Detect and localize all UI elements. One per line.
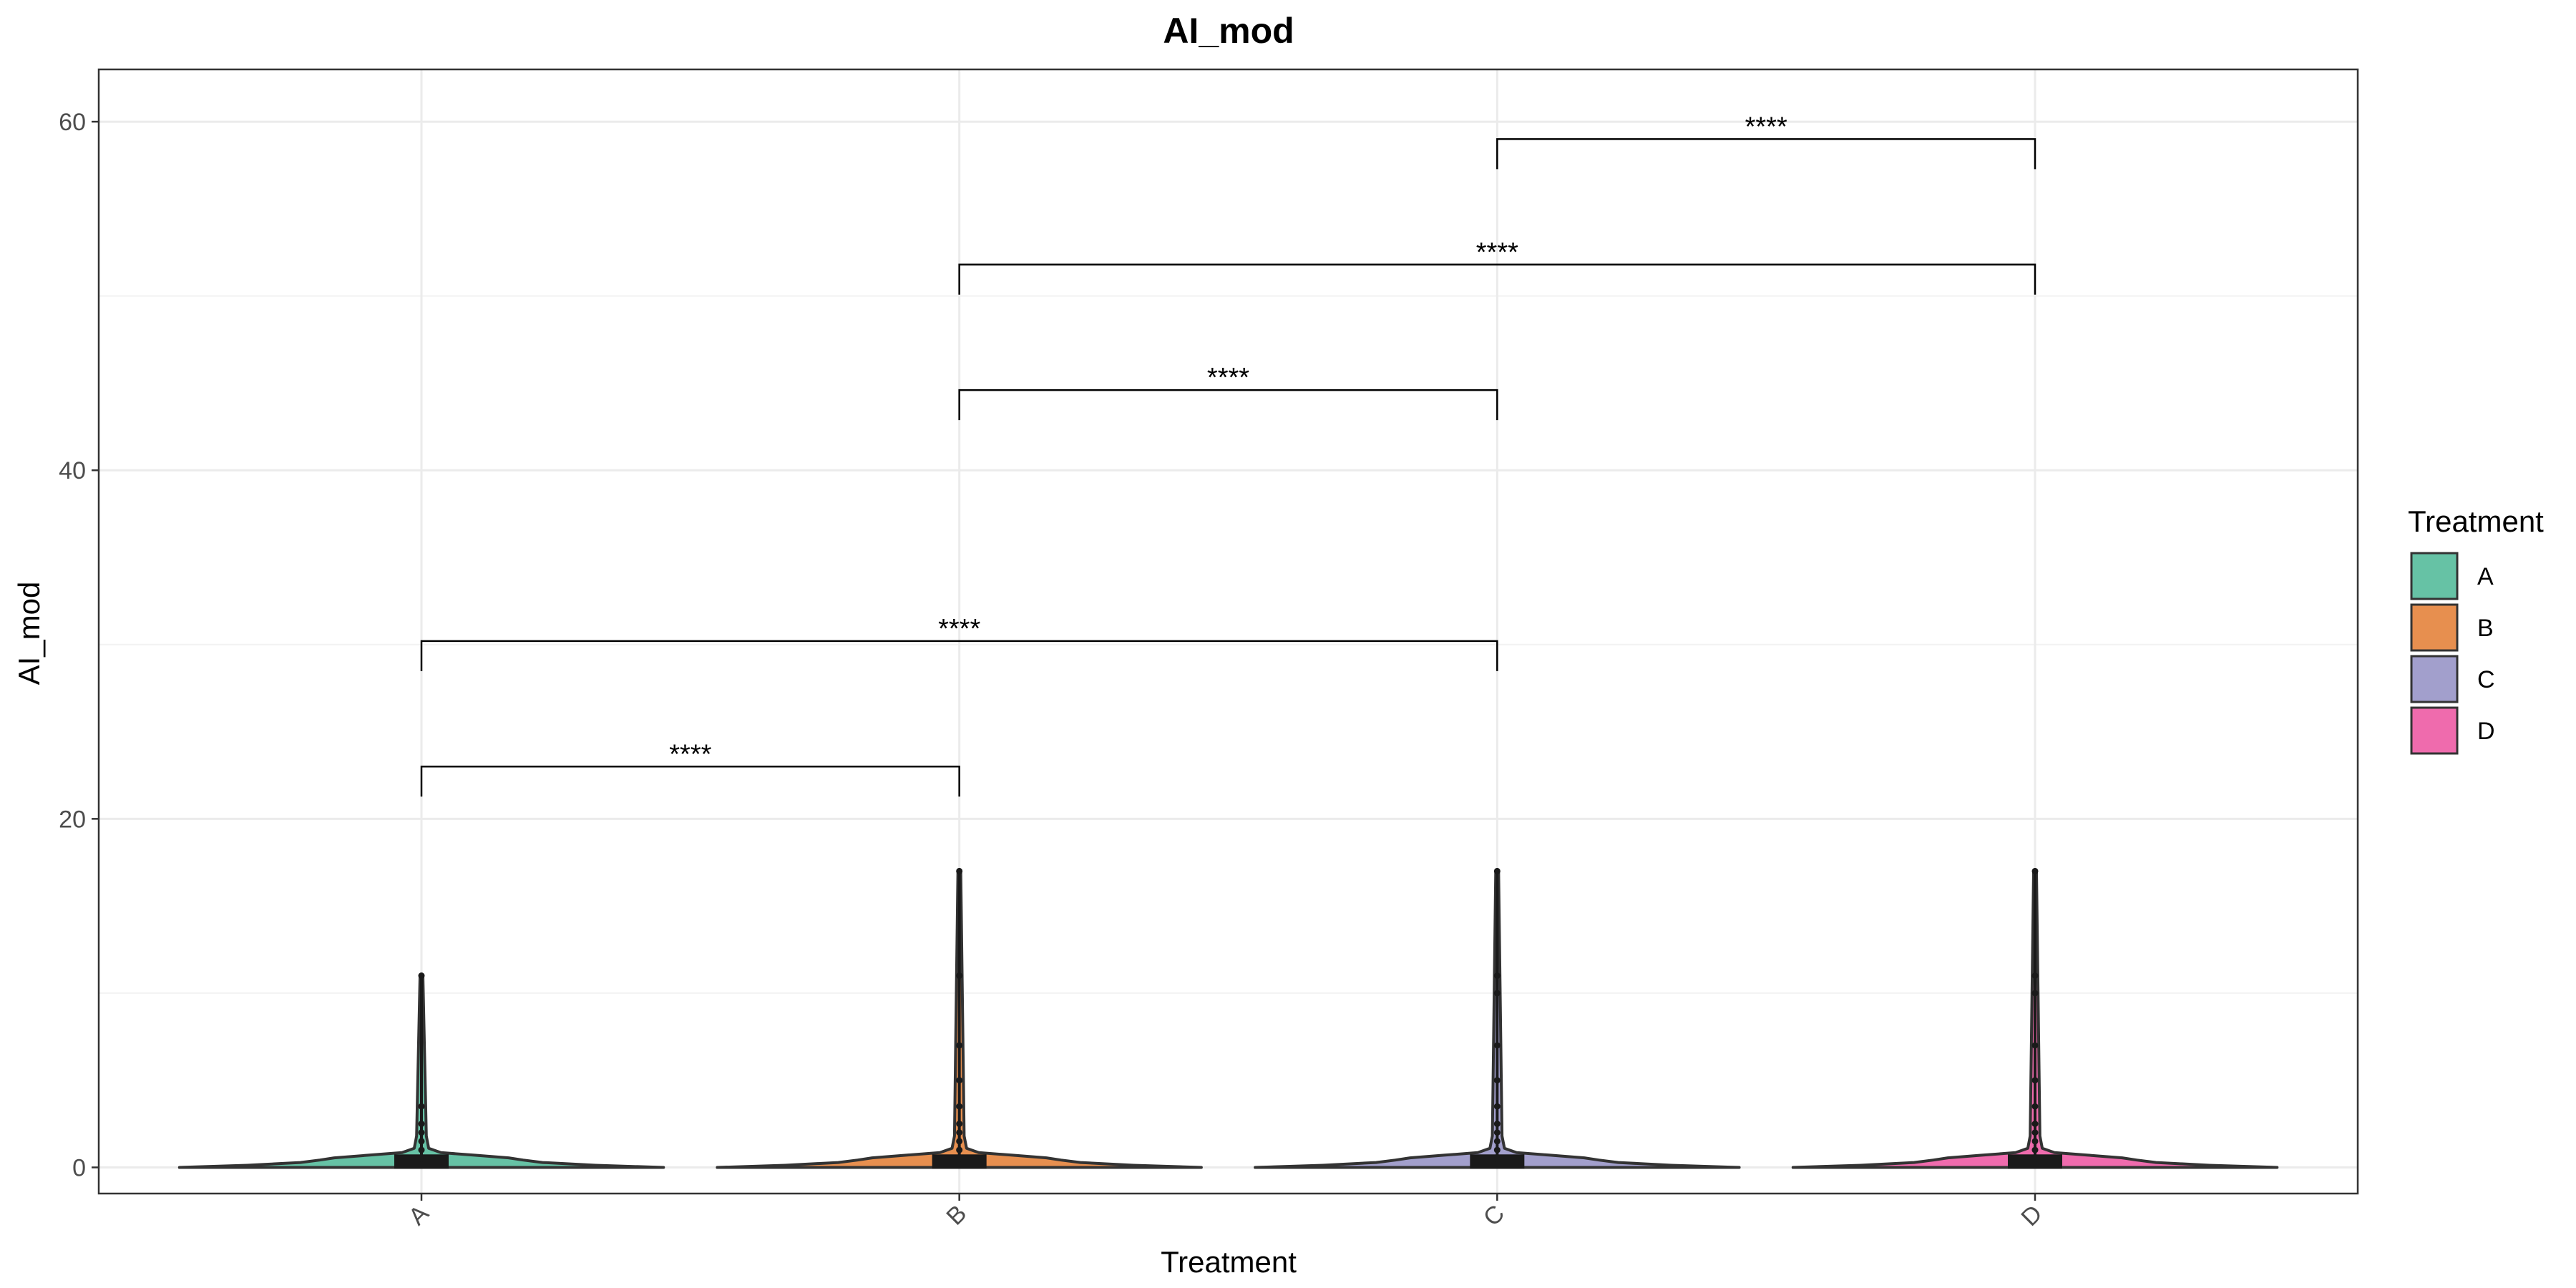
outlier-point-C: [1493, 1155, 1501, 1162]
outlier-point-B: [956, 1146, 963, 1153]
significance-label: ****: [1745, 112, 1787, 142]
legend-key-A: [2410, 552, 2459, 600]
y-tick-label: 0: [72, 1154, 86, 1181]
outlier-point-C: [1493, 990, 1501, 997]
panel-border: [97, 68, 2359, 1195]
legend-title: Treatment: [2408, 504, 2544, 538]
outlier-point-A: [418, 1121, 425, 1128]
outlier-point-D: [2031, 1155, 2039, 1162]
legend-key-B: [2410, 603, 2459, 652]
outlier-point-A: [418, 1129, 425, 1136]
legend-label-B: B: [2477, 615, 2494, 642]
significance-bracket: [420, 766, 960, 797]
significance-label: ****: [938, 614, 980, 644]
outlier-point-A: [418, 1155, 425, 1162]
outlier-point-C: [1493, 1146, 1501, 1153]
outlier-point-B: [956, 972, 963, 980]
outlier-point-C: [1493, 1103, 1501, 1110]
outlier-point-A: [418, 1103, 425, 1110]
outlier-point-D: [2031, 1103, 2039, 1110]
y-axis-title: AI_mod: [12, 582, 46, 686]
outlier-point-B: [956, 1042, 963, 1049]
significance-bracket: [958, 263, 2036, 295]
significance-label: ****: [1476, 238, 1518, 268]
outlier-point-C: [1493, 1129, 1501, 1136]
significance-bracket: [958, 389, 1498, 421]
outlier-point-D: [2031, 1121, 2039, 1128]
outlier-point-D: [2031, 1146, 2039, 1153]
legend-key-C: [2410, 655, 2459, 703]
outlier-point-C: [1493, 1042, 1501, 1049]
outlier-point-C: [1493, 1121, 1501, 1128]
x-tick-label: A: [404, 1200, 434, 1231]
outlier-point-D: [2031, 972, 2039, 980]
x-tick-label: B: [941, 1200, 972, 1231]
outlier-point-B: [956, 1103, 963, 1110]
y-tick-label: 60: [59, 109, 86, 136]
outlier-point-A: [418, 1146, 425, 1153]
y-tick-label: 20: [59, 806, 86, 833]
chart-title: AI_mod: [1163, 11, 1294, 51]
outlier-point-D: [2031, 1077, 2039, 1084]
x-tick-label: D: [2016, 1200, 2047, 1231]
outlier-point-C: [1493, 972, 1501, 980]
plot-panel: 0 20 40 60 **** **** **** **** **** A B C D: [59, 68, 2359, 1231]
outlier-point-B: [956, 1121, 963, 1128]
x-tick-label: C: [1478, 1200, 1510, 1231]
outlier-point-D: [2031, 867, 2039, 874]
outlier-point-C: [1493, 1077, 1501, 1084]
legend-label-D: D: [2477, 718, 2495, 745]
outlier-point-D: [2031, 1138, 2039, 1145]
y-tick-label: 40: [59, 457, 86, 484]
significance-bracket: [1496, 138, 2036, 170]
outlier-point-B: [956, 1155, 963, 1162]
outlier-point-B: [956, 1138, 963, 1145]
outlier-point-D: [2031, 990, 2039, 997]
panel-background: [99, 69, 2358, 1194]
outlier-point-A: [418, 1138, 425, 1145]
legend-key-D: [2410, 706, 2459, 755]
outlier-point-D: [2031, 1129, 2039, 1136]
outlier-point-A: [418, 972, 425, 980]
legend-label-A: A: [2477, 563, 2494, 590]
significance-label: ****: [1207, 363, 1249, 393]
legend-label-C: C: [2477, 666, 2495, 693]
outlier-point-B: [956, 1129, 963, 1136]
x-axis-title: Treatment: [1161, 1245, 1297, 1279]
outlier-point-B: [956, 1077, 963, 1084]
outlier-point-C: [1493, 1138, 1501, 1145]
significance-label: ****: [669, 739, 711, 769]
outlier-point-B: [956, 867, 963, 874]
outlier-point-D: [2031, 1042, 2039, 1049]
outlier-point-C: [1493, 867, 1501, 874]
significance-bracket: [420, 640, 1498, 671]
